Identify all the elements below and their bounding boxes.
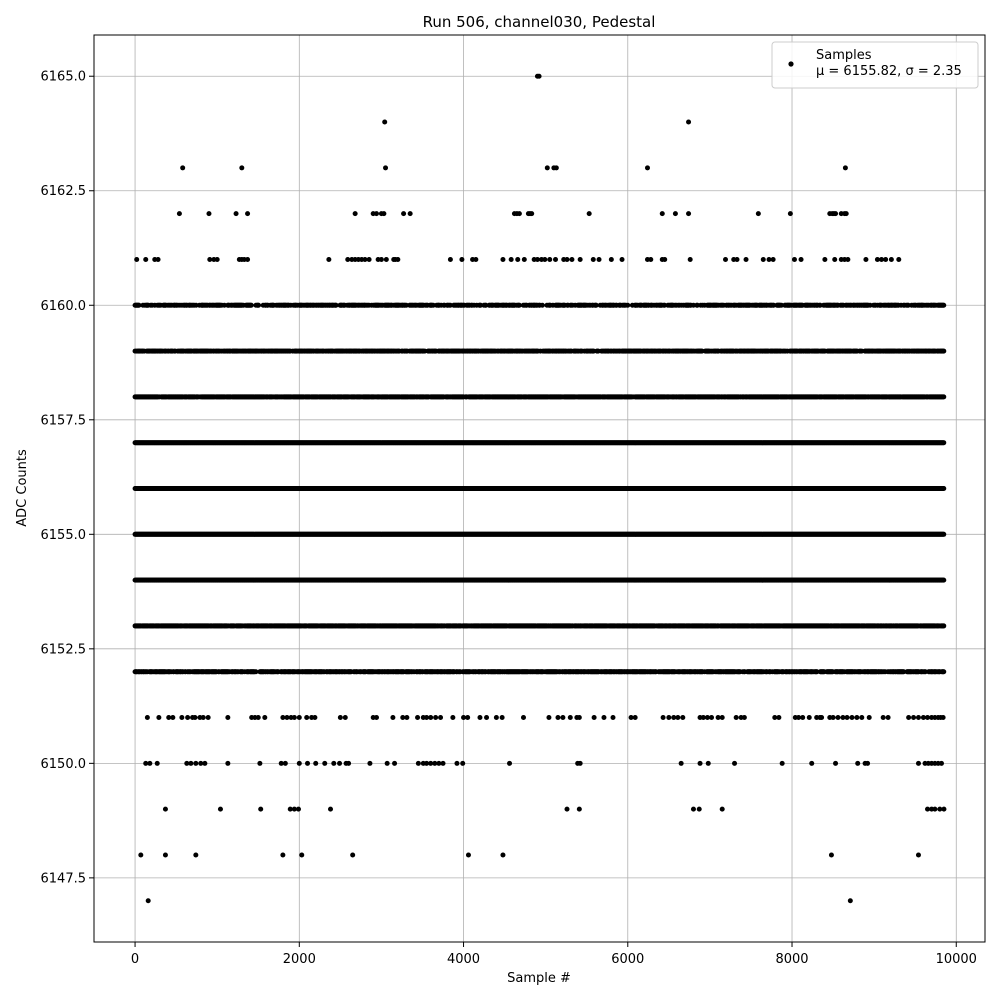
data-points [132,73,947,904]
data-point [508,256,514,262]
data-point [515,256,521,262]
data-point [206,211,212,217]
data-point [345,256,351,262]
data-point [500,256,506,262]
data-point [686,119,692,125]
data-point [686,211,692,217]
data-point [659,211,665,217]
data-point [544,165,550,171]
data-point [136,302,142,308]
data-point [521,256,527,262]
data-point [383,256,389,262]
data-point [176,211,182,217]
data-point [888,256,894,262]
data-point [596,256,602,262]
data-point [662,256,668,262]
data-point [547,256,553,262]
data-point [407,211,413,217]
data-point [542,256,548,262]
data-point [845,256,851,262]
data-point [539,302,545,308]
data-point [564,256,570,262]
data-point [760,256,766,262]
data-point [755,211,761,217]
data-point [843,211,849,217]
data-point [619,256,625,262]
data-point [879,256,885,262]
data-point [245,256,251,262]
data-point [593,302,599,308]
data-point [373,211,379,217]
data-point [586,211,592,217]
data-point [791,256,797,262]
data-point [326,256,332,262]
data-point [529,211,535,217]
data-point [239,165,245,171]
data-point [770,256,776,262]
data-point [143,256,149,262]
data-point [941,348,947,354]
data-point [687,256,693,262]
data-point [553,256,559,262]
data-point [180,165,186,171]
data-point [207,256,213,262]
data-point [553,165,559,171]
data-point [155,256,161,262]
data-point [766,256,772,262]
data-point [941,440,947,446]
data-point [625,302,631,308]
data-point [941,302,947,308]
data-point [787,211,793,217]
data-point [447,256,453,262]
data-point [644,165,650,171]
data-point [245,211,251,217]
data-point [608,256,614,262]
data-point [798,256,804,262]
data-point [842,165,848,171]
data-point [383,165,389,171]
data-point [569,256,575,262]
data-point [352,211,358,217]
data-point [459,256,465,262]
data-point [941,394,947,400]
data-point [233,211,239,217]
data-point [256,302,262,308]
data-point [536,73,542,79]
data-point [516,211,522,217]
data-point [648,256,654,262]
data-point [214,256,220,262]
data-point [534,256,540,262]
data-point [134,256,140,262]
data-point [883,256,889,262]
chart-title: Run 506, channel030, Pedestal [423,13,656,31]
data-point [516,302,522,308]
data-point [362,256,368,262]
data-point [473,256,479,262]
data-point [734,256,740,262]
data-point [896,256,902,262]
data-point [822,256,828,262]
data-point [381,211,387,217]
data-point [382,119,388,125]
data-point [333,302,339,308]
data-point [832,256,838,262]
data-point [395,256,401,262]
data-point [366,256,372,262]
data-point [723,256,729,262]
data-point [863,256,869,262]
data-point [401,211,407,217]
data-point [874,256,880,262]
data-point [577,256,583,262]
data-point [590,256,596,262]
data-point [248,302,254,308]
data-point [833,211,839,217]
data-point [672,211,678,217]
data-point [378,256,384,262]
data-point [743,256,749,262]
